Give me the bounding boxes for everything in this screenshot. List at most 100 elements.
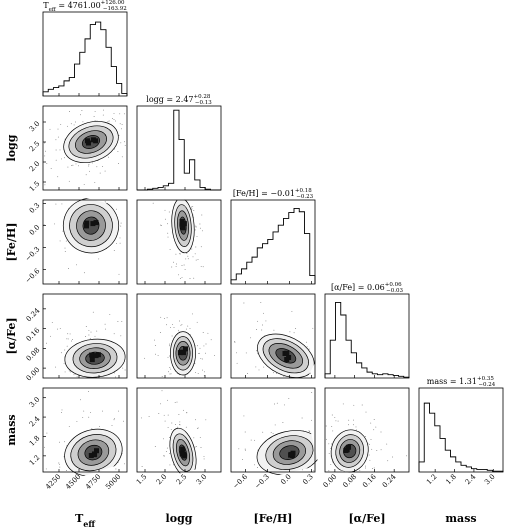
y-tick-label: 1.5	[28, 180, 42, 194]
sample-point	[82, 416, 84, 418]
sample-point	[99, 172, 101, 174]
sample-point	[105, 328, 107, 330]
sample-point	[195, 259, 197, 261]
sample-point	[270, 432, 272, 434]
sample-point	[195, 371, 197, 373]
sample-point	[185, 258, 187, 260]
sample-point	[64, 371, 66, 373]
sample-point	[371, 448, 373, 450]
sample-point	[94, 335, 96, 337]
x-tick-label: 2.4	[464, 472, 478, 486]
sample-point	[74, 121, 76, 123]
sample-point	[121, 321, 123, 323]
sample-point	[254, 464, 256, 466]
hist-frame-2	[230, 199, 316, 285]
sample-point	[96, 330, 98, 332]
sample-point	[243, 415, 245, 417]
sample-point	[176, 263, 177, 265]
y-tick-label: 0.0	[28, 223, 42, 237]
sample-point	[160, 316, 162, 318]
sample-point	[196, 321, 198, 323]
sample-point	[380, 431, 382, 433]
sample-point	[67, 333, 69, 335]
density-peak	[90, 137, 96, 143]
pair-panel-0-2	[42, 197, 128, 285]
sample-point	[330, 463, 332, 465]
sample-point	[187, 258, 189, 260]
x-axis-label-2: [Fe/H]	[253, 512, 292, 525]
sample-point	[61, 412, 63, 414]
sample-point	[167, 236, 169, 238]
sample-point	[311, 419, 313, 421]
sample-point	[169, 437, 171, 438]
sample-point	[392, 456, 394, 458]
sample-point	[167, 427, 169, 429]
sample-point	[102, 410, 103, 412]
y-tick-label: 3.0	[28, 120, 42, 134]
hist-frame-0	[42, 11, 128, 97]
sample-point	[365, 436, 367, 438]
sample-point	[124, 463, 125, 465]
sample-point	[342, 403, 344, 405]
sample-point	[205, 419, 207, 421]
sample-point	[203, 345, 205, 347]
pair-frame	[136, 387, 222, 473]
y-tick-label: 0.16	[25, 326, 42, 343]
sample-point	[57, 128, 59, 130]
sample-point	[355, 426, 357, 428]
pair-frame	[136, 199, 222, 285]
sample-point	[44, 155, 46, 157]
sample-point	[189, 327, 191, 329]
sample-point	[238, 448, 240, 450]
sample-point	[179, 320, 180, 322]
sample-point	[368, 454, 370, 456]
x-axis-label-4: mass	[445, 512, 476, 525]
sample-point	[44, 446, 45, 448]
sample-point	[98, 258, 100, 260]
sample-point	[117, 151, 119, 153]
sample-point	[179, 424, 181, 426]
sample-point	[93, 116, 95, 117]
hist-panel-3	[324, 293, 410, 379]
sample-point	[102, 114, 104, 116]
sample-point	[124, 369, 126, 371]
x-tick-label: 0.24	[381, 472, 398, 489]
pair-panel-1-3	[136, 293, 222, 379]
sample-point	[175, 253, 177, 255]
sample-point	[108, 120, 110, 122]
sample-point	[386, 443, 388, 445]
sample-point	[163, 414, 165, 416]
sample-point	[192, 206, 194, 208]
sample-point	[61, 158, 63, 160]
sample-point	[141, 466, 143, 467]
sample-point	[169, 345, 170, 347]
sample-point	[375, 426, 377, 428]
density-peak	[89, 352, 95, 358]
hist-steps-3	[324, 301, 410, 378]
panels-layer	[42, 11, 504, 478]
hist-frame-3	[324, 293, 410, 379]
sample-point	[348, 424, 350, 426]
sample-point	[355, 429, 357, 431]
sample-point	[373, 467, 375, 469]
sample-point	[178, 253, 180, 255]
x-tick-label: 0.0	[279, 473, 293, 487]
sample-point	[64, 247, 66, 249]
sample-point	[173, 464, 174, 466]
sample-point	[88, 391, 90, 393]
y-axis-label-2: [Fe/H]	[5, 222, 18, 261]
sample-point	[102, 166, 104, 168]
sample-point	[83, 410, 85, 412]
pair-panel-1-4	[136, 387, 222, 478]
sample-point	[373, 429, 375, 431]
density-peak	[343, 448, 349, 453]
sample-point	[94, 110, 96, 112]
sample-point	[120, 128, 122, 130]
sample-point	[175, 265, 177, 267]
sample-point	[140, 417, 142, 419]
y-tick-label: 0.08	[25, 346, 42, 363]
sample-point	[69, 333, 71, 335]
sample-point	[203, 371, 205, 373]
sample-point	[117, 321, 119, 322]
sample-point	[104, 170, 106, 172]
